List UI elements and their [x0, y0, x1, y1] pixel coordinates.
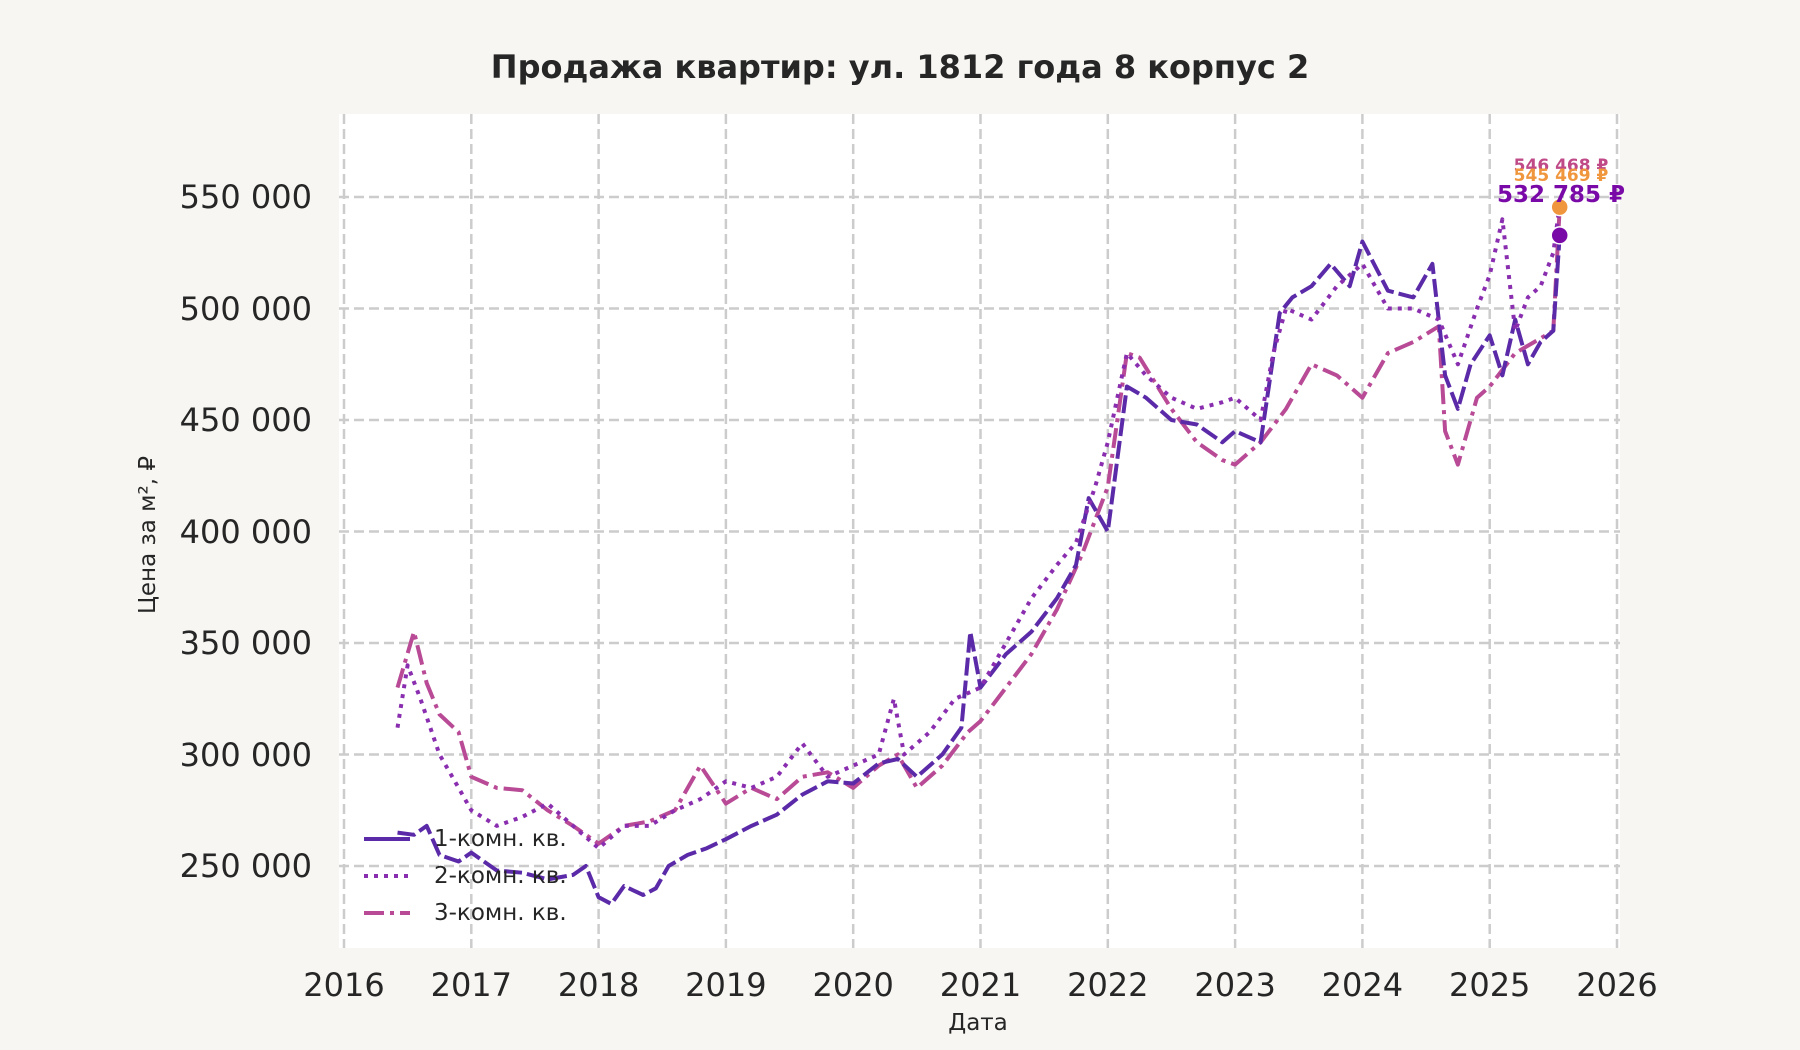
series-line-2-room [395, 204, 1562, 851]
x-tick-label: 2021 [939, 966, 1022, 1004]
end-marker-dot [1550, 197, 1569, 217]
y-tick-label: 550 000 [179, 178, 312, 216]
end-label-3-room: 545 469 ₽ [1513, 166, 1609, 186]
legend-item-2-room: 2-комн. кв. [362, 857, 567, 894]
y-tick-label: 400 000 [179, 512, 312, 551]
legend-label: 2-комн. кв. [434, 862, 567, 889]
x-axis-label: Дата [948, 1010, 1008, 1036]
legend-label: 1-комн. кв. [434, 825, 567, 852]
x-tick-label: 2026 [1576, 966, 1658, 1004]
series-line-1-room [397, 235, 1562, 906]
y-tick-label: 450 000 [179, 401, 312, 439]
x-tick-label: 2025 [1448, 966, 1531, 1004]
y-tick-label: 350 000 [179, 624, 312, 662]
x-tick-label: 2017 [430, 966, 513, 1004]
series-line-3-room [395, 206, 1562, 846]
y-tick-label: 250 000 [179, 847, 312, 885]
end-label-2-room: 546 468 ₽ [1513, 156, 1609, 176]
x-tick-label: 2023 [1194, 966, 1276, 1004]
chart-title: Продажа квартир: ул. 1812 года 8 корпус … [490, 48, 1310, 86]
legend-item-1-room: 1-комн. кв. [362, 820, 567, 857]
y-tick-label: 500 000 [179, 289, 312, 328]
y-tick-label: 300 000 [179, 735, 312, 774]
x-tick-label: 2018 [557, 966, 640, 1004]
legend-line-dotted-icon [364, 873, 410, 878]
end-marker-dot [1550, 226, 1569, 245]
y-axis-label: Цена за м², ₽ [135, 456, 161, 614]
x-tick-label: 2024 [1321, 966, 1404, 1004]
legend: 1-комн. кв. 2-комн. кв. 3-комн. кв. [362, 820, 567, 931]
x-tick-label: 2022 [1067, 966, 1149, 1004]
legend-line-dashed-icon [364, 836, 410, 841]
x-tick-label: 2020 [812, 966, 894, 1004]
end-label-1-room: 532 785 ₽ [1496, 182, 1626, 208]
legend-label: 3-комн. кв. [434, 899, 567, 926]
legend-item-3-room: 3-комн. кв. [362, 894, 567, 931]
x-tick-label: 2019 [685, 966, 767, 1004]
x-tick-label: 2016 [303, 966, 385, 1004]
legend-line-dashdot-icon [364, 910, 410, 915]
